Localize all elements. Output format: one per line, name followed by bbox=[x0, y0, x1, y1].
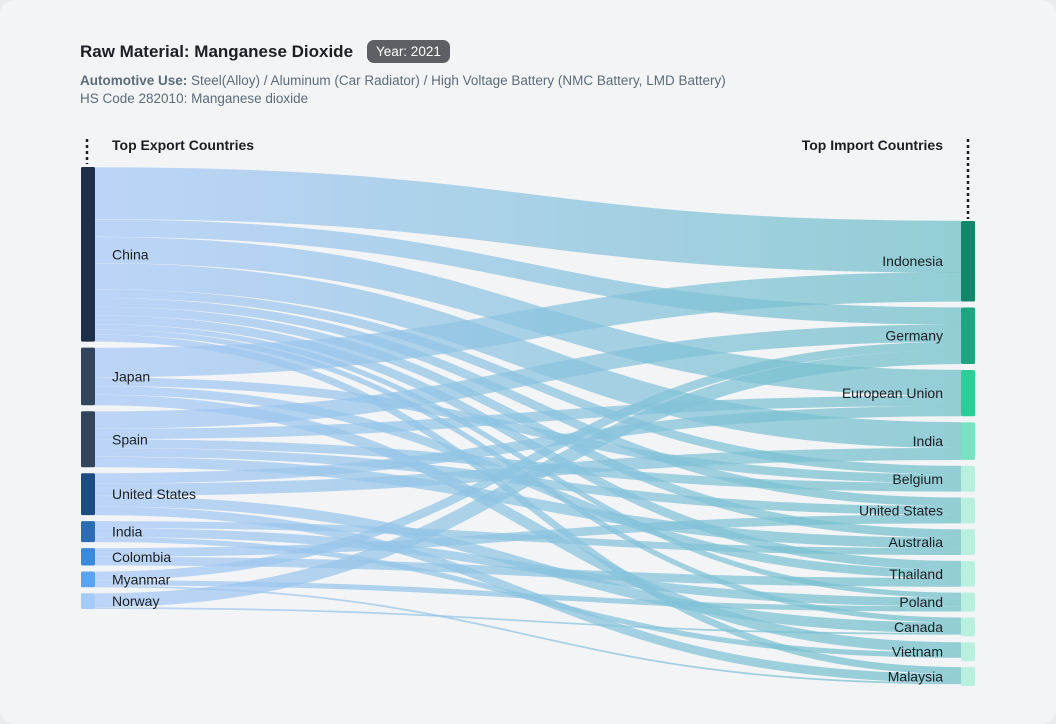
import-node-poland[interactable] bbox=[961, 592, 975, 612]
chart-title: Raw Material: Manganese Dioxide bbox=[80, 41, 354, 61]
year-badge[interactable]: Year: 2021 bbox=[367, 40, 450, 63]
import-label-poland: Poland bbox=[899, 594, 943, 610]
import-label-thailand: Thailand bbox=[889, 566, 943, 582]
link-myanmar-to-germany[interactable] bbox=[94, 341, 962, 581]
import-label-malaysia: Malaysia bbox=[888, 669, 943, 685]
link-china-to-india[interactable] bbox=[94, 263, 962, 449]
import-node-vietnam[interactable] bbox=[961, 642, 975, 662]
import-label-european-union: European Union bbox=[842, 385, 943, 401]
chart-header: Raw Material: Manganese Dioxide Year: 20… bbox=[80, 40, 726, 108]
import-label-germany: Germany bbox=[885, 328, 943, 344]
export-node-myanmar[interactable] bbox=[81, 571, 95, 588]
export-node-norway[interactable] bbox=[81, 593, 95, 609]
export-label-myanmar: Myanmar bbox=[112, 571, 171, 587]
import-node-canada[interactable] bbox=[961, 617, 975, 637]
links-layer bbox=[94, 167, 962, 685]
left-heading: Top Export Countries bbox=[112, 137, 254, 153]
export-node-united-states[interactable] bbox=[81, 473, 95, 516]
export-label-colombia: Colombia bbox=[112, 549, 171, 565]
import-node-india[interactable] bbox=[961, 422, 975, 460]
link-china-to-united-states[interactable] bbox=[94, 298, 962, 507]
import-label-indonesia: Indonesia bbox=[882, 253, 943, 269]
import-node-belgium[interactable] bbox=[961, 465, 975, 492]
import-label-canada: Canada bbox=[894, 619, 943, 635]
link-spain-to-australia[interactable] bbox=[94, 456, 962, 549]
hs-code: HS Code 282010: Manganese dioxide bbox=[80, 91, 309, 106]
link-spain-to-germany[interactable] bbox=[94, 324, 962, 429]
import-node-thailand[interactable] bbox=[961, 560, 975, 587]
export-node-japan[interactable] bbox=[81, 347, 95, 406]
link-japan-to-belgium[interactable] bbox=[94, 377, 962, 484]
title-row: Raw Material: Manganese Dioxide Year: 20… bbox=[80, 40, 726, 63]
import-node-malaysia[interactable] bbox=[961, 667, 975, 686]
export-node-spain[interactable] bbox=[81, 411, 95, 468]
import-label-vietnam: Vietnam bbox=[892, 644, 943, 660]
link-united-states-to-european-union[interactable] bbox=[94, 405, 962, 484]
export-label-japan: Japan bbox=[112, 368, 150, 384]
import-node-united-states[interactable] bbox=[961, 497, 975, 524]
export-label-spain: Spain bbox=[112, 431, 148, 447]
automotive-use: Automotive Use: Steel(Alloy) / Aluminum … bbox=[80, 72, 726, 90]
import-label-belgium: Belgium bbox=[892, 471, 943, 487]
automotive-use-text: Steel(Alloy) / Aluminum (Car Radiator) /… bbox=[191, 73, 726, 88]
import-node-germany[interactable] bbox=[961, 307, 975, 364]
import-label-india: India bbox=[913, 433, 944, 449]
link-norway-to-germany[interactable] bbox=[94, 350, 962, 608]
link-colombia-to-united-states[interactable] bbox=[94, 514, 962, 557]
right-heading: Top Import Countries bbox=[802, 137, 943, 153]
link-china-to-indonesia[interactable] bbox=[94, 167, 962, 273]
import-node-indonesia[interactable] bbox=[961, 221, 975, 302]
nodes-layer: China Japan Spain United States India Colombi… bbox=[81, 167, 975, 686]
link-norway-to-canada[interactable] bbox=[94, 607, 962, 635]
export-node-colombia[interactable] bbox=[81, 548, 95, 566]
import-node-european-union[interactable] bbox=[961, 370, 975, 417]
link-japan-to-indonesia[interactable] bbox=[94, 272, 962, 378]
export-label-united-states: United States bbox=[112, 486, 196, 502]
import-label-australia: Australia bbox=[889, 534, 944, 550]
import-label-united-states: United States bbox=[859, 502, 943, 518]
import-node-australia[interactable] bbox=[961, 529, 975, 555]
export-node-india[interactable] bbox=[81, 521, 95, 543]
export-label-china: China bbox=[112, 246, 149, 262]
export-label-norway: Norway bbox=[112, 593, 159, 609]
link-spain-to-european-union[interactable] bbox=[94, 395, 962, 440]
automotive-use-label: Automotive Use: bbox=[80, 73, 188, 88]
link-china-to-germany[interactable] bbox=[94, 219, 962, 325]
export-label-india: India bbox=[112, 524, 143, 540]
link-india-to-poland[interactable] bbox=[94, 528, 962, 607]
subtitle: Automotive Use: Steel(Alloy) / Aluminum … bbox=[80, 72, 726, 108]
export-node-china[interactable] bbox=[81, 167, 95, 342]
